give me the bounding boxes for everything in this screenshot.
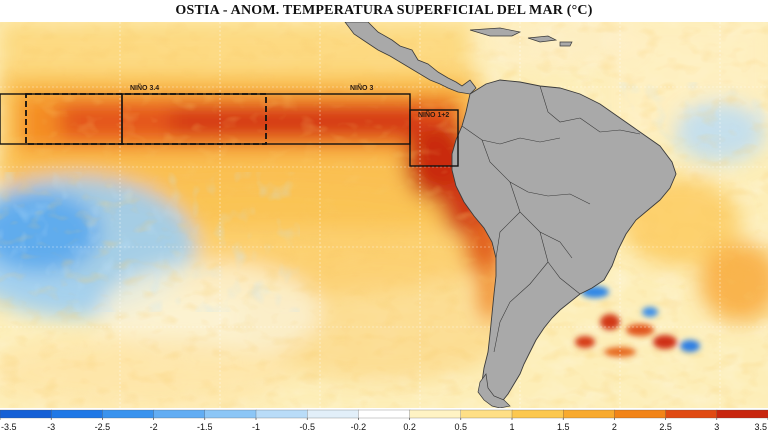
colorbar-tick-label: -3.5 [1, 422, 17, 432]
colorbar-segment [716, 409, 768, 419]
chile-archipelago [477, 373, 511, 408]
colorbar-segment [409, 409, 462, 419]
colorbar-segment [102, 409, 155, 419]
colorbar-segment [204, 409, 257, 419]
colorbar-tick-label: 0.2 [403, 422, 416, 432]
nino-regions: NIÑO 3.4 NIÑO 3 NIÑO 1+2 [0, 83, 459, 167]
colorbar-tick-label: -0.2 [351, 422, 367, 432]
colorbar: -3.5 -3 -2.5 -2 -1.5 -1 -0.5 -0.2 0.2 0.5 1 1.5 2 2.5… [0, 408, 768, 432]
colorbar-tick-label: 2.5 [659, 422, 672, 432]
colorbar-segment [153, 409, 206, 419]
lat-lon-grid [0, 22, 768, 408]
country-borders [461, 85, 641, 353]
colorbar-segment [614, 409, 667, 419]
colorbar-segment [460, 409, 513, 419]
colorbar-tick-label: -2 [150, 422, 158, 432]
colorbar-tick-label: 0.5 [455, 422, 468, 432]
colorbar-segment [665, 409, 718, 419]
nino-12-box [409, 109, 459, 167]
south-atlantic-anomalies [575, 286, 700, 357]
nino-4-west-box [0, 93, 123, 145]
colorbar-segment [358, 409, 411, 419]
colorbar-segment [51, 409, 104, 419]
colorbar-tick-label: -3 [47, 422, 55, 432]
colorbar-tick-label: -1 [252, 422, 260, 432]
colorbar-tick-label: 3 [714, 422, 719, 432]
south-america-land [451, 79, 677, 405]
colorbar-segment [255, 409, 308, 419]
colorbar-segment [0, 409, 52, 419]
colorbar-segment [511, 409, 564, 419]
colorbar-tick-label: -2.5 [95, 422, 111, 432]
nino-34-label: NIÑO 3.4 [130, 83, 159, 92]
colorbar-segment [563, 409, 616, 419]
sst-anomaly-map: NIÑO 3.4 NIÑO 3 NIÑO 1+2 [0, 22, 768, 408]
colorbar-segment [307, 409, 360, 419]
colorbar-tick-label: 2 [612, 422, 617, 432]
caribbean-islands [469, 27, 573, 47]
nino-3-label: NIÑO 3 [350, 83, 373, 92]
nino-12-label: NIÑO 1+2 [418, 110, 449, 119]
map-title: OSTIA - ANOM. TEMPERATURA SUPERFICIAL DE… [175, 3, 593, 18]
colorbar-tick-label: 3.5 [754, 422, 767, 432]
colorbar-tick-label: 1 [509, 422, 514, 432]
central-america-land [344, 22, 477, 95]
colorbar-tick-label: -0.5 [299, 422, 315, 432]
colorbar-tick-label: -1.5 [197, 422, 213, 432]
colorbar-tick-label: 1.5 [557, 422, 570, 432]
